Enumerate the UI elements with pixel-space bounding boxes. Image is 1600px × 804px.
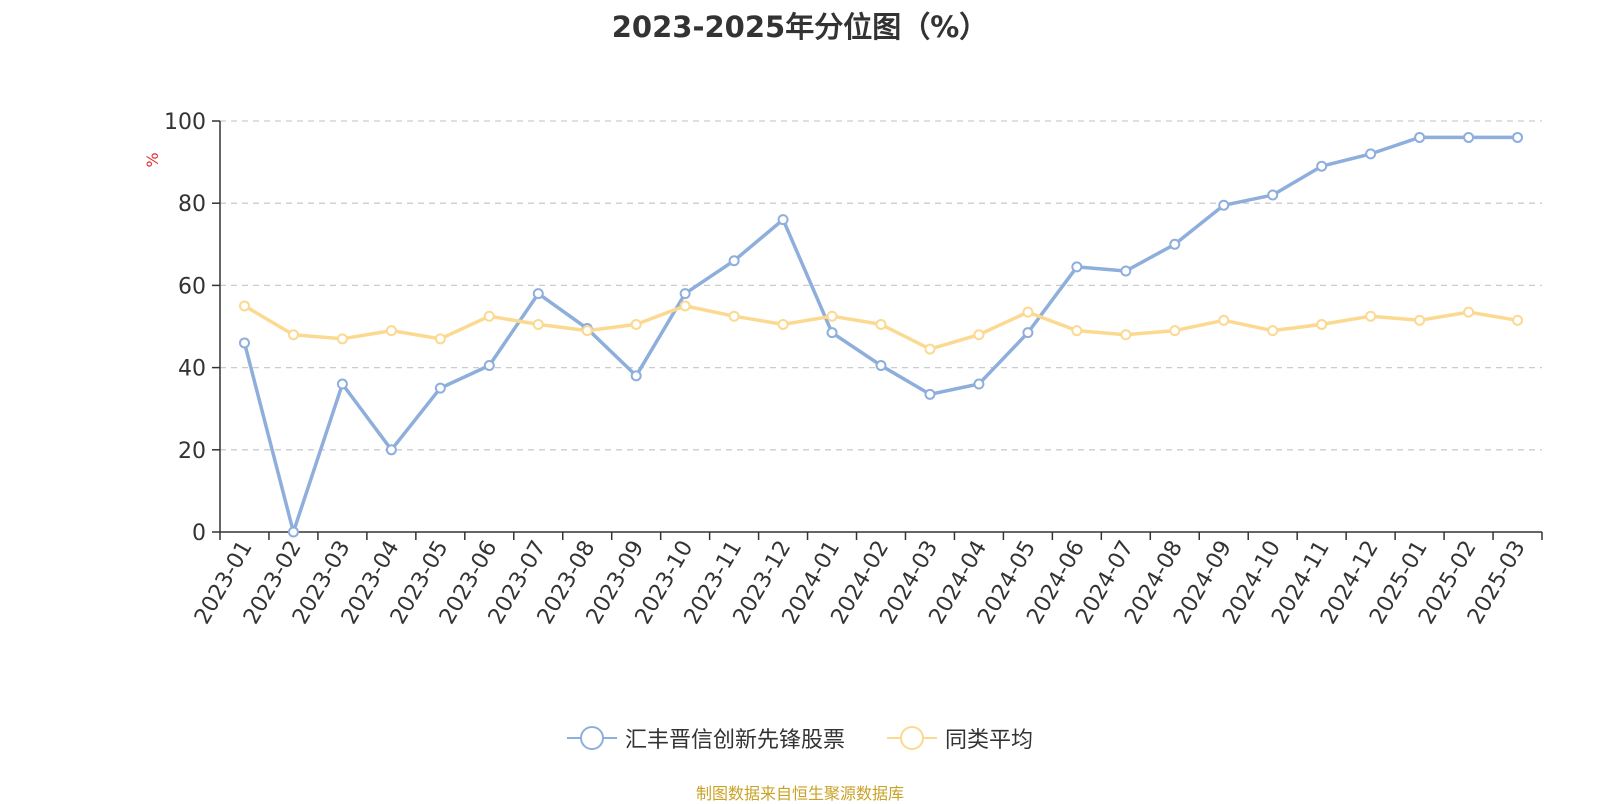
series-0-point-14: [924, 388, 936, 400]
series-1-point-20: [1218, 314, 1230, 326]
y-tick-label-100: 100: [164, 110, 206, 135]
y-tick-label-0: 0: [192, 521, 206, 546]
series-0-point-5: [483, 360, 495, 372]
series-1-point-21: [1267, 325, 1279, 337]
series-0-point-15: [973, 378, 985, 390]
series-1-point-17: [1071, 325, 1083, 337]
series-1-point-2: [336, 333, 348, 345]
series-0-point-4: [434, 382, 446, 394]
series-1-point-18: [1120, 329, 1132, 341]
series-1-point-24: [1414, 314, 1426, 326]
legend-marker-average-icon: [887, 726, 937, 750]
series-0-point-21: [1267, 189, 1279, 201]
series-1-point-8: [630, 318, 642, 330]
series-0-point-25: [1463, 131, 1475, 143]
grid-lines: [220, 120, 1542, 451]
series-0-point-26: [1512, 131, 1524, 143]
series-0-point-11: [777, 214, 789, 226]
series-0-point-9: [679, 288, 691, 300]
y-tick-label-20: 20: [178, 439, 206, 464]
series-1-point-22: [1316, 318, 1328, 330]
legend-item-fund[interactable]: 汇丰晋信创新先锋股票: [565, 722, 845, 754]
series-1-point-6: [532, 318, 544, 330]
series-0-point-6: [532, 288, 544, 300]
series-line-0: [242, 135, 1518, 534]
series-1-point-26: [1512, 314, 1524, 326]
series-1-point-15: [973, 329, 985, 341]
series-0-point-1: [287, 526, 299, 538]
series-1-point-5: [483, 310, 495, 322]
series-1-point-7: [581, 325, 593, 337]
series-1-point-16: [1022, 306, 1034, 318]
y-tick-label-40: 40: [178, 357, 206, 382]
series-1-point-11: [777, 318, 789, 330]
series-0-point-8: [630, 370, 642, 382]
series-0-point-12: [826, 327, 838, 339]
series-0-point-10: [728, 255, 740, 267]
series-1-point-13: [875, 318, 887, 330]
legend-label-fund: 汇丰晋信创新先锋股票: [625, 728, 846, 753]
y-tick-label-80: 80: [178, 192, 206, 217]
series-0-point-24: [1414, 131, 1426, 143]
series-1-point-9: [679, 300, 691, 312]
legend-item-peer-average[interactable]: 同类平均: [885, 722, 1033, 754]
series-1-point-3: [385, 325, 397, 337]
legend-label-peer-average: 同类平均: [945, 728, 1034, 753]
series-lines: [238, 131, 1524, 538]
series-1-point-10: [728, 310, 740, 322]
data-source-note: 制图数据来自恒生聚源数据库: [695, 784, 904, 803]
series-1-point-12: [826, 310, 838, 322]
chart-title: 2023-2025年分位图（%）: [611, 10, 989, 44]
series-0-point-23: [1365, 148, 1377, 160]
series-0-point-3: [385, 444, 397, 456]
series-1-point-23: [1365, 310, 1377, 322]
y-axis-label: %: [143, 152, 162, 167]
legend-marker-fund-icon: [567, 726, 617, 750]
series-0-point-19: [1169, 238, 1181, 250]
series-0-point-13: [875, 360, 887, 372]
series-0-point-16: [1022, 327, 1034, 339]
series-1-point-4: [434, 333, 446, 345]
series-0-point-18: [1120, 265, 1132, 277]
series-0-point-22: [1316, 160, 1328, 172]
axes: 0204060801002023-012023-022023-032023-04…: [164, 110, 1543, 629]
series-1-point-14: [924, 343, 936, 355]
series-0-point-20: [1218, 199, 1230, 211]
series-1-point-1: [287, 329, 299, 341]
series-0-point-17: [1071, 261, 1083, 273]
series-0-point-0: [238, 337, 250, 349]
series-1-point-25: [1463, 306, 1475, 318]
y-tick-label-60: 60: [178, 274, 206, 299]
series-1-point-0: [238, 300, 250, 312]
series-0-point-2: [336, 378, 348, 390]
series-1-point-19: [1169, 325, 1181, 337]
